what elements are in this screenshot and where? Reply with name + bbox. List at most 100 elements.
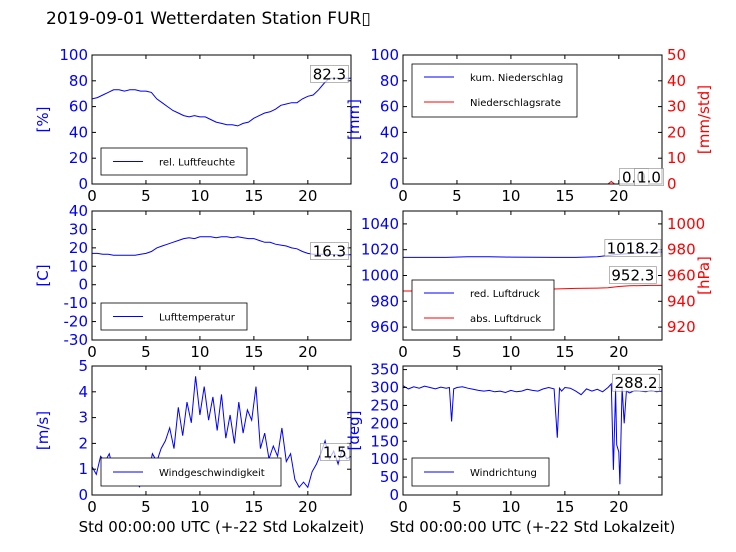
y-tick-label: 3 bbox=[78, 409, 88, 427]
plot-frame bbox=[402, 365, 663, 496]
y-tick-label: 50 bbox=[380, 468, 399, 486]
legend-label: red. Luftdruck bbox=[470, 289, 540, 300]
y2-tick-label: 20 bbox=[667, 123, 686, 141]
y-tick-label: 100 bbox=[370, 450, 399, 468]
y2-tick-label: 920 bbox=[667, 318, 696, 336]
y-tick-label: 4 bbox=[78, 383, 88, 401]
x-tick-label: 10 bbox=[501, 187, 520, 205]
y2-tick-label: 960 bbox=[667, 267, 696, 285]
x-tick-label: 0 bbox=[87, 498, 97, 516]
legend-label: Windrichtung bbox=[470, 468, 537, 479]
y-tick-label: -30 bbox=[64, 331, 89, 349]
y-tick-label: 100 bbox=[59, 46, 88, 64]
value-callout: 16.3 bbox=[313, 243, 346, 261]
x-tick-label: 5 bbox=[141, 498, 151, 516]
value-callout-box bbox=[604, 239, 662, 257]
y-tick-label: 10 bbox=[69, 257, 88, 275]
y-axis-label: [mm] bbox=[345, 99, 363, 140]
y-tick-label: 0 bbox=[389, 486, 399, 504]
legend-label: Windgeschwindigkeit bbox=[159, 468, 265, 479]
figure-title: 2019-09-01 Wetterdaten Station FUR▯ bbox=[46, 9, 371, 29]
y2-tick-label: 40 bbox=[667, 72, 686, 90]
y-tick-label: 960 bbox=[370, 318, 399, 336]
x-tick-label: 20 bbox=[298, 187, 317, 205]
y-tick-label: 100 bbox=[370, 46, 399, 64]
value-callout: 82.3 bbox=[313, 65, 346, 83]
y-axis-label: [C] bbox=[34, 264, 52, 286]
value-callout: 1.5 bbox=[323, 443, 347, 461]
plot-frame bbox=[91, 365, 352, 496]
value-callout-box bbox=[310, 242, 349, 260]
value-callout: 288.2 bbox=[615, 374, 658, 392]
value-callout-box bbox=[310, 65, 349, 83]
value-callout-box bbox=[320, 443, 350, 461]
value-callout: 1.0 bbox=[637, 169, 661, 187]
y-axis-label: [deg] bbox=[345, 411, 363, 451]
y2-tick-label: 0 bbox=[667, 175, 677, 193]
y-axis-label: [%] bbox=[34, 107, 52, 133]
x-tick-label: 5 bbox=[141, 343, 151, 361]
x-tick-label: 10 bbox=[501, 343, 520, 361]
y-tick-label: 300 bbox=[370, 379, 399, 397]
y-tick-label: 250 bbox=[370, 396, 399, 414]
panel-wind_speed: 0 5 10 15 20 0 1 2 3 4 5 [m/s] Std 00:00:00 UTC (+-2… bbox=[34, 357, 364, 536]
y2-tick-label: 10 bbox=[667, 149, 686, 167]
x-tick-label: 5 bbox=[452, 343, 462, 361]
y-tick-label: 60 bbox=[380, 98, 399, 116]
series-line-precipitation-1 bbox=[403, 180, 662, 184]
panel-humidity: 0 5 10 15 20 0 20 40 60 80 100 [%] 82.3 rel. Luftfeuc… bbox=[34, 46, 352, 205]
x-axis-label: Std 00:00:00 UTC (+-22 Std Lokalzeit) bbox=[79, 518, 365, 536]
y-tick-label: 30 bbox=[69, 220, 88, 238]
y2-tick-label: 980 bbox=[667, 241, 696, 259]
x-tick-label: 20 bbox=[298, 498, 317, 516]
x-tick-label: 15 bbox=[555, 343, 574, 361]
panel-pressure: 0 5 10 15 20 960 980 1000 1020 1040 920 940 960 980 10… bbox=[361, 210, 713, 361]
y-tick-label: 1 bbox=[78, 460, 88, 478]
x-tick-label: 0 bbox=[87, 343, 97, 361]
y-tick-label: 20 bbox=[69, 239, 88, 257]
series-line-wind_direction-0 bbox=[403, 382, 662, 485]
legend-label: abs. Luftdruck bbox=[470, 314, 541, 325]
x-axis-label: Std 00:00:00 UTC (+-22 Std Lokalzeit) bbox=[390, 518, 676, 536]
plot-frame bbox=[91, 210, 352, 341]
y-tick-label: 80 bbox=[69, 72, 88, 90]
y-tick-label: 1040 bbox=[361, 215, 399, 233]
y-tick-label: 60 bbox=[69, 98, 88, 116]
legend-box bbox=[411, 63, 578, 118]
y-tick-label: 40 bbox=[69, 123, 88, 141]
y-tick-label: 80 bbox=[380, 72, 399, 90]
y2-tick-label: 30 bbox=[667, 98, 686, 116]
x-tick-label: 0 bbox=[398, 187, 408, 205]
y2-axis-label: [mm/std] bbox=[695, 85, 713, 154]
x-tick-label: 10 bbox=[190, 498, 209, 516]
x-tick-label: 20 bbox=[609, 498, 628, 516]
y2-axis-label: [hPa] bbox=[695, 256, 713, 295]
y-tick-label: -20 bbox=[64, 313, 89, 331]
x-tick-label: 15 bbox=[244, 498, 263, 516]
y-tick-label: 200 bbox=[370, 414, 399, 432]
panel-precipitation: 0 5 10 15 20 0 20 40 60 80 100 0 10 20 30 40 50 [mm] [mm/s… bbox=[345, 46, 713, 205]
x-tick-label: 10 bbox=[501, 498, 520, 516]
y-tick-label: 0 bbox=[78, 175, 88, 193]
series-line-humidity-0 bbox=[92, 77, 351, 127]
y-axis-label: [m/s] bbox=[34, 411, 52, 450]
y-tick-label: 20 bbox=[380, 149, 399, 167]
y-tick-label: 1000 bbox=[361, 267, 399, 285]
x-tick-label: 15 bbox=[244, 187, 263, 205]
x-tick-label: 0 bbox=[398, 498, 408, 516]
value-callout-box bbox=[609, 266, 657, 284]
value-callout-box bbox=[634, 168, 664, 186]
y-tick-label: 20 bbox=[69, 149, 88, 167]
x-tick-label: 15 bbox=[555, 498, 574, 516]
legend-label: Lufttemperatur bbox=[159, 313, 236, 324]
x-tick-label: 10 bbox=[190, 343, 209, 361]
y-tick-label: 5 bbox=[78, 357, 88, 375]
x-tick-label: 20 bbox=[298, 343, 317, 361]
x-tick-label: 5 bbox=[141, 187, 151, 205]
y2-tick-label: 1000 bbox=[667, 215, 705, 233]
y2-tick-label: 940 bbox=[667, 292, 696, 310]
x-tick-label: 20 bbox=[609, 343, 628, 361]
x-tick-label: 0 bbox=[398, 343, 408, 361]
y-tick-label: 0 bbox=[389, 175, 399, 193]
x-tick-label: 5 bbox=[452, 187, 462, 205]
